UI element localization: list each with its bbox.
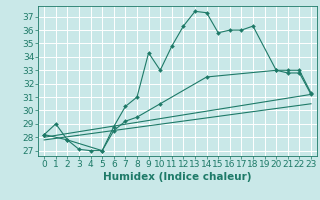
X-axis label: Humidex (Indice chaleur): Humidex (Indice chaleur): [103, 172, 252, 182]
